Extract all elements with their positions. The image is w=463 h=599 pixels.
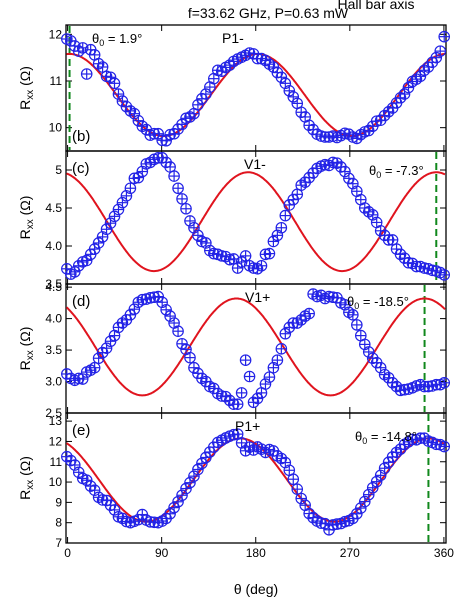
- data-point: [172, 495, 184, 508]
- y-tick-label: 8: [55, 516, 62, 530]
- theta0-annotation: θ0 = -14.8°: [355, 429, 417, 446]
- y-axis-label: Rxx (Ω): [17, 196, 36, 240]
- data-point: [96, 61, 109, 73]
- figure-title: f=33.62 GHz, P=0.63 mW: [188, 5, 349, 21]
- fit-curve: [66, 171, 446, 273]
- x-tick-label: 0: [64, 546, 71, 560]
- y-axis-label: Rxx (Ω): [17, 327, 36, 371]
- data-point: [231, 262, 244, 274]
- theta0-annotation: θ0 = -7.3°: [369, 163, 424, 180]
- data-point: [263, 247, 276, 260]
- probe-label: V1+: [245, 289, 270, 305]
- panel-label: (d): [72, 293, 90, 310]
- data-point: [434, 45, 447, 57]
- data-point: [80, 68, 93, 80]
- panel-d: 2.5 3.0 3.5 4.0 4.5 (d) V1+ θ0 = -18.5° Rxx (Ω): [17, 280, 451, 420]
- data-point: [287, 473, 300, 486]
- data-point: [192, 463, 204, 476]
- y-tick-label: 3.5: [45, 277, 62, 291]
- x-tick-label: 360: [434, 546, 454, 560]
- hall-bar-axis-label: Hall bar axis: [337, 0, 414, 12]
- data-point: [196, 457, 208, 470]
- x-tick-label: 180: [246, 546, 266, 560]
- y-tick-label: 2.5: [45, 406, 62, 420]
- panel-c: 3.5 4.0 4.5 5 (c) V1- θ0 = -7.3° Rxx (Ω): [17, 150, 451, 291]
- data-point: [172, 325, 184, 337]
- y-axis-label: Rxx (Ω): [17, 66, 36, 110]
- fit-curve: [65, 437, 446, 523]
- data-point: [438, 269, 451, 281]
- probe-label: P1+: [235, 418, 260, 434]
- data-point: [168, 170, 180, 182]
- y-tick-label: 4.5: [45, 280, 62, 294]
- panel-label: (c): [72, 160, 90, 177]
- x-tick-label: 90: [155, 546, 169, 560]
- data-point: [243, 370, 256, 383]
- data-point: [108, 77, 121, 90]
- y-tick-label: 4.0: [45, 312, 62, 326]
- data-point: [88, 361, 101, 374]
- panel-label: (b): [72, 128, 90, 145]
- data-point: [279, 209, 292, 222]
- y-tick-label: 3.0: [45, 375, 62, 389]
- probe-label: V1-: [244, 156, 266, 172]
- data-point: [184, 351, 196, 364]
- data-point: [275, 221, 288, 234]
- panels: 10 11 12 (b) P1- θ0 = 1.9° Rxx (Ω) 3.5 4.0 4.5 5 (c…: [17, 24, 454, 560]
- data-point: [438, 30, 451, 43]
- data-point: [438, 440, 451, 453]
- data-point: [239, 250, 252, 262]
- y-tick-label: 7: [55, 536, 62, 550]
- data-point: [76, 373, 89, 385]
- y-tick-label: 11: [50, 455, 63, 469]
- y-tick-label: 10: [49, 475, 63, 489]
- x-tick-label: 270: [340, 546, 360, 560]
- data-point: [438, 376, 451, 389]
- y-tick-label: 12: [49, 27, 63, 41]
- data-point: [176, 193, 188, 205]
- panel-e: 7 8 9 10 11 12 13 0 90 180 270 360 (e) P1+ θ0 = -14.8°…: [17, 412, 454, 560]
- y-tick-label: 10: [49, 121, 63, 135]
- data-point: [279, 327, 292, 340]
- data-point: [255, 259, 268, 272]
- y-tick-label: 13: [49, 414, 63, 428]
- data-point: [303, 307, 315, 320]
- data-point: [100, 223, 113, 236]
- data-point: [184, 476, 196, 489]
- data-point: [351, 319, 363, 331]
- probe-label: P1-: [222, 30, 244, 46]
- x-axis-label: θ (deg): [234, 581, 278, 597]
- y-axis-label: Rxx (Ω): [17, 456, 36, 500]
- data-point: [271, 354, 284, 366]
- theta0-annotation: θ0 = 1.9°: [92, 31, 142, 48]
- data-point: [164, 310, 176, 322]
- data-point: [124, 182, 137, 195]
- y-tick-label: 3.5: [45, 343, 62, 357]
- y-tick-label: 4.5: [45, 201, 62, 215]
- data-point: [180, 202, 192, 215]
- data-point: [239, 354, 252, 366]
- data-point: [200, 88, 212, 100]
- panel-label: (e): [72, 422, 90, 439]
- data-point: [235, 387, 248, 399]
- panel-b: 10 11 12 (b) P1- θ0 = 1.9° Rxx (Ω): [17, 24, 451, 152]
- data-point: [112, 203, 125, 216]
- y-tick-label: 11: [50, 74, 63, 88]
- data-point: [347, 309, 359, 321]
- data-point: [275, 343, 288, 355]
- fit-curve: [65, 297, 446, 397]
- theta0-annotation: θ0 = -18.5°: [347, 294, 409, 311]
- y-tick-label: 12: [49, 434, 63, 448]
- y-tick-label: 4.0: [45, 239, 62, 253]
- data-point: [263, 371, 276, 383]
- y-tick-label: 9: [55, 495, 62, 509]
- data-point: [231, 398, 244, 410]
- y-tick-label: 5: [55, 163, 62, 177]
- data-point: [172, 182, 184, 195]
